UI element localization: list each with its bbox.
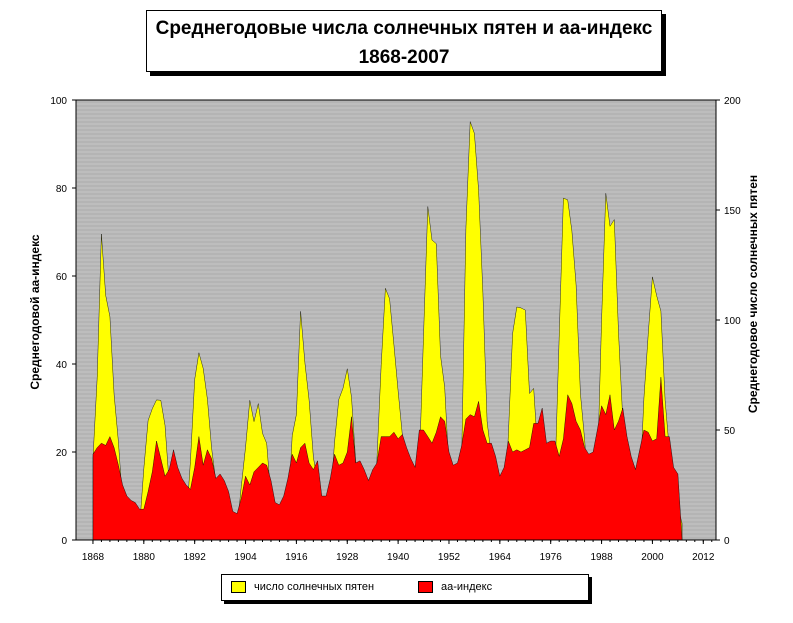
chart-svg: 0 20 40 60 80 100 0 50 100 150 200 1868 1880 1892 1904…: [28, 96, 760, 563]
y-left-tick-label: 0: [61, 536, 67, 547]
legend-item-aa: аа-индекс: [418, 581, 492, 593]
legend-swatch-sunspots: [231, 581, 246, 593]
y-axis-right-label: Среднегодовое число солнечных пятен: [746, 175, 760, 413]
x-tick-label: 1880: [133, 552, 156, 563]
chart-title-box: Среднегодовые числа солнечных пятен и аа…: [146, 10, 662, 72]
legend-swatch-aa: [418, 581, 433, 593]
legend-label-sunspots: число солнечных пятен: [254, 581, 375, 593]
y-right-tick-label: 100: [724, 316, 741, 327]
x-tick-label: 2012: [692, 552, 715, 563]
axes: 0 20 40 60 80 100 0 50 100 150 200 1868 1880 1892 1904…: [50, 96, 741, 563]
y-left-tick-label: 80: [56, 184, 68, 195]
x-tick-label: 1892: [184, 552, 207, 563]
x-tick-label: 2000: [641, 552, 664, 563]
y-left-tick-label: 40: [56, 360, 68, 371]
y-right-tick-label: 150: [724, 206, 741, 217]
x-tick-label: 1976: [540, 552, 563, 563]
x-tick-label: 1916: [285, 552, 308, 563]
x-tick-label: 1952: [438, 552, 461, 563]
y-left-tick-label: 100: [50, 96, 67, 107]
legend-item-sunspots: число солнечных пятен: [231, 581, 374, 593]
chart-title-line1: Среднегодовые числа солнечных пятен и аа…: [155, 18, 653, 39]
y-left-tick-label: 60: [56, 272, 68, 283]
y-right-tick-label: 0: [724, 536, 730, 547]
x-tick-label: 1868: [82, 552, 105, 563]
y-right-tick-label: 200: [724, 96, 741, 107]
x-tick-label: 1928: [336, 552, 359, 563]
legend-label-aa: аа-индекс: [441, 581, 493, 593]
x-tick-label: 1940: [387, 552, 410, 563]
y-axis-left-label: Среднегодовой аа-индекс: [28, 234, 42, 390]
x-tick-label: 1904: [234, 552, 257, 563]
x-tick-label: 1988: [590, 552, 613, 563]
legend: число солнечных пятен аа-индекс: [221, 574, 589, 601]
chart-title-line2: 1868-2007: [358, 47, 450, 68]
y-left-tick-label: 20: [56, 448, 68, 459]
aa-index-area: [92, 377, 683, 541]
x-tick-label: 1964: [489, 552, 512, 563]
y-right-tick-label: 50: [724, 426, 736, 437]
